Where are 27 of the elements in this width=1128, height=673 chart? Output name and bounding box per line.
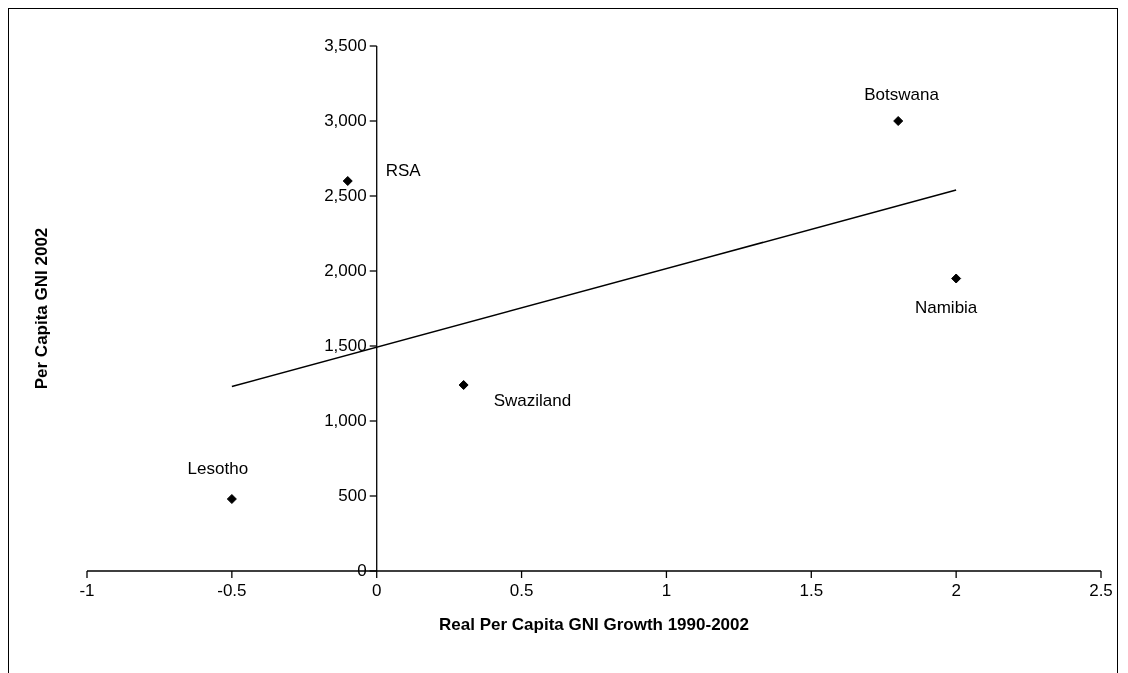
y-tick-label: 2,500 [324,185,367,205]
y-tick-label: 2,000 [324,260,367,280]
y-tick-label: 1,500 [324,335,367,355]
annotation: Swaziland [493,390,572,410]
point [226,494,237,504]
y-axis-title: Per Capita GNI 2002 [31,227,51,390]
x-tick-label: 1.5 [799,581,824,601]
x-tick-label: 2.5 [1089,581,1113,601]
y-tick-label: 500 [338,485,367,505]
annotation: Botswana [864,84,940,104]
y-tick-label: 3,000 [324,110,367,130]
x-tick-label: 0 [371,581,382,601]
x-tick-label: 1 [661,581,672,601]
point [458,380,469,390]
point [893,116,904,126]
x-tick-label: 2 [951,581,961,601]
x-axis-title: Real Per Capita GNI Growth 1990-2002 [439,615,749,635]
point [342,176,353,186]
point [951,273,962,284]
annotation: Namibia [914,298,978,318]
x-tick-label: 0.5 [509,581,534,601]
y-tick-label: 3,500 [324,35,367,55]
x-tick-label: -1 [79,581,95,601]
y-tick-label: 1,000 [324,410,367,430]
annotation: RSA [385,160,422,180]
annotation: Lesotho [187,458,249,478]
x-tick-label: -0.5 [217,581,247,601]
